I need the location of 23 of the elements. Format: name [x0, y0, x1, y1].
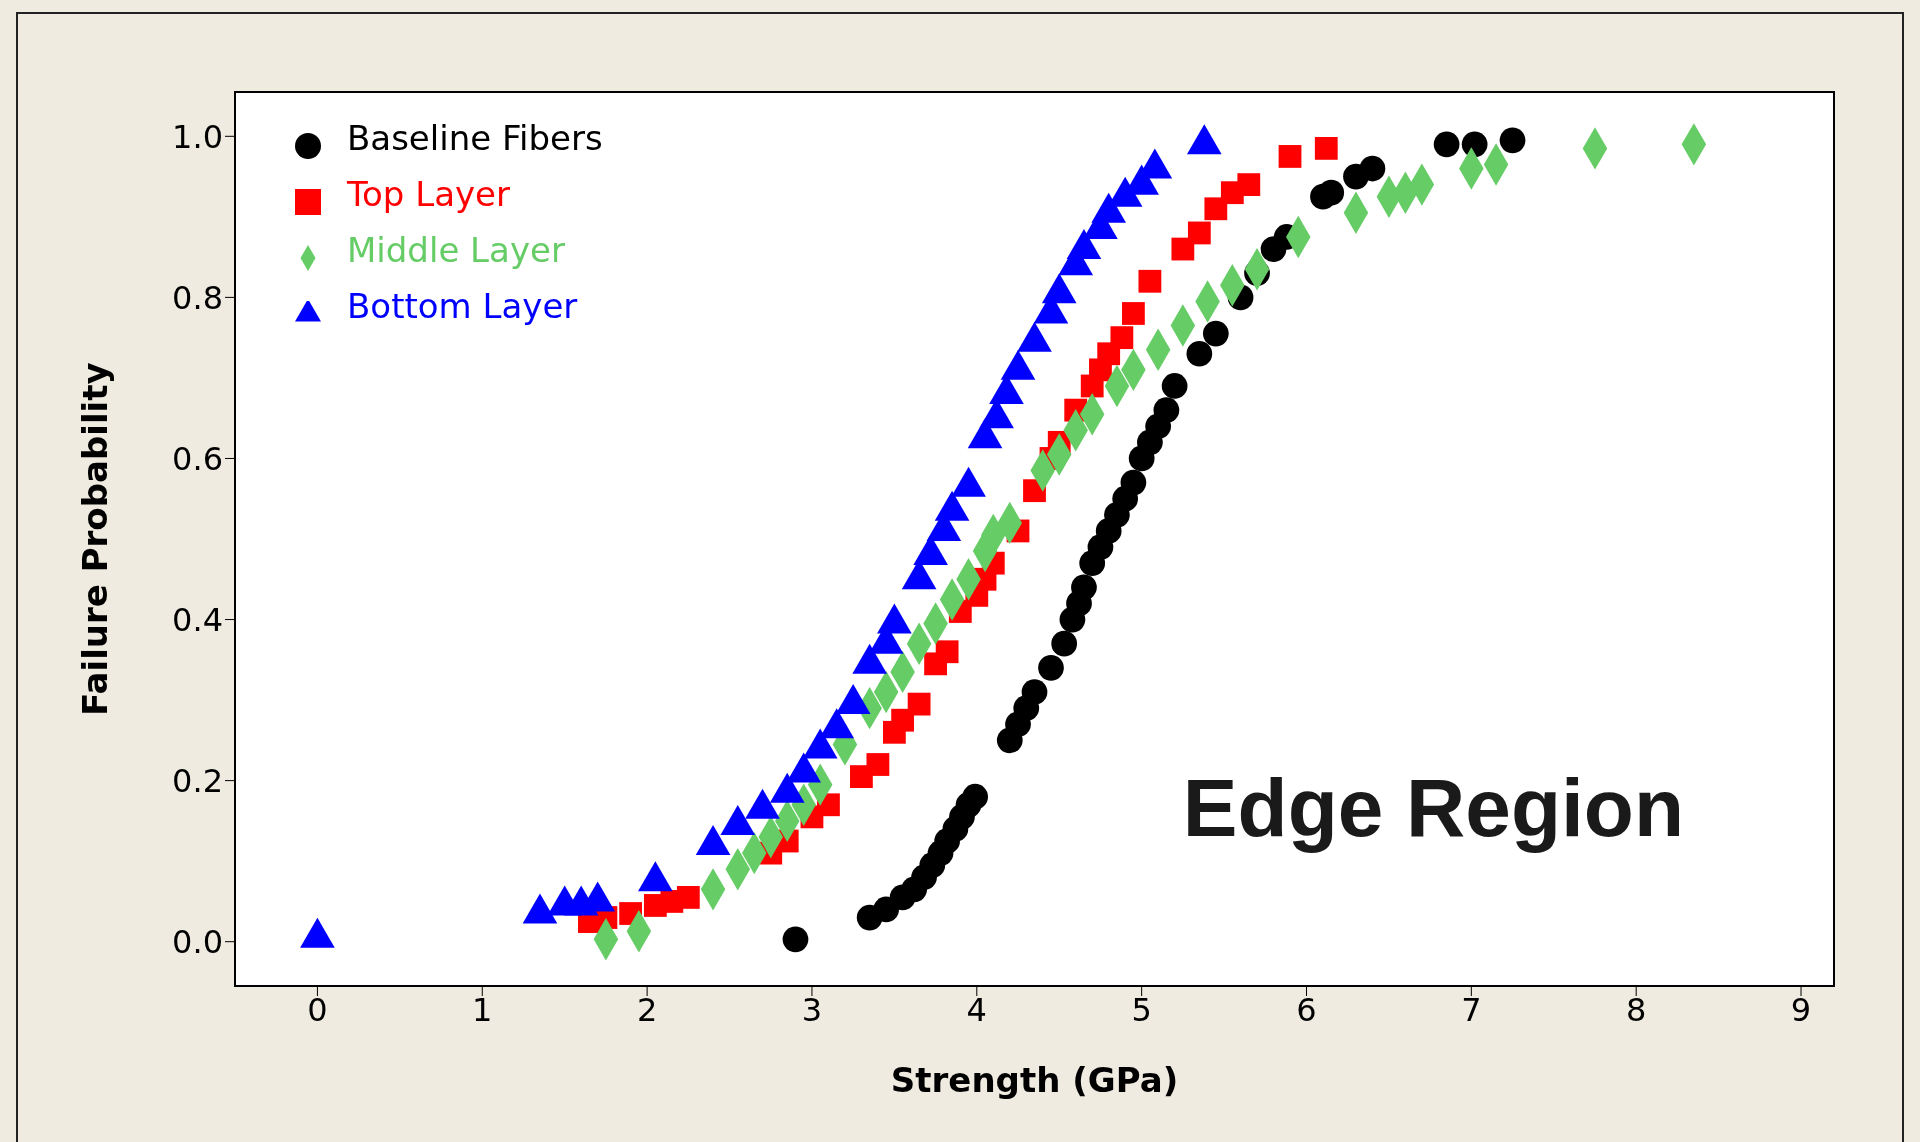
- x-tick-label: 5: [1131, 990, 1152, 1029]
- x-tick-label: 8: [1626, 990, 1647, 1029]
- x-tick-label: 1: [472, 990, 493, 1029]
- y-tick-label: 1.0: [172, 117, 223, 156]
- x-tick-label: 0: [307, 990, 328, 1029]
- x-tick-label: 9: [1790, 990, 1812, 1029]
- y-tick-label: 0.8: [172, 278, 223, 317]
- y-axis-title: Failure Probability: [75, 362, 116, 716]
- annotation: Edge Region: [1182, 762, 1684, 853]
- x-tick-label: 7: [1461, 990, 1482, 1029]
- y-tick-label: 0.2: [172, 761, 223, 800]
- legend-label: Middle Layer: [347, 230, 565, 270]
- x-tick-label: 6: [1296, 990, 1317, 1029]
- y-tick-label: 0.6: [172, 439, 223, 478]
- legend-label: Top Layer: [347, 174, 510, 214]
- y-tick-label: 0.0: [172, 923, 223, 962]
- x-axis-title: Strength (GPa): [890, 1060, 1179, 1100]
- legend-label: Baseline Fibers: [347, 118, 603, 158]
- x-tick-label: 4: [966, 990, 987, 1029]
- x-tick-label: 3: [801, 990, 823, 1029]
- x-tick-label: 2: [636, 990, 658, 1029]
- y-tick-label: 0.4: [172, 600, 223, 639]
- legend-label: Bottom Layer: [347, 286, 578, 326]
